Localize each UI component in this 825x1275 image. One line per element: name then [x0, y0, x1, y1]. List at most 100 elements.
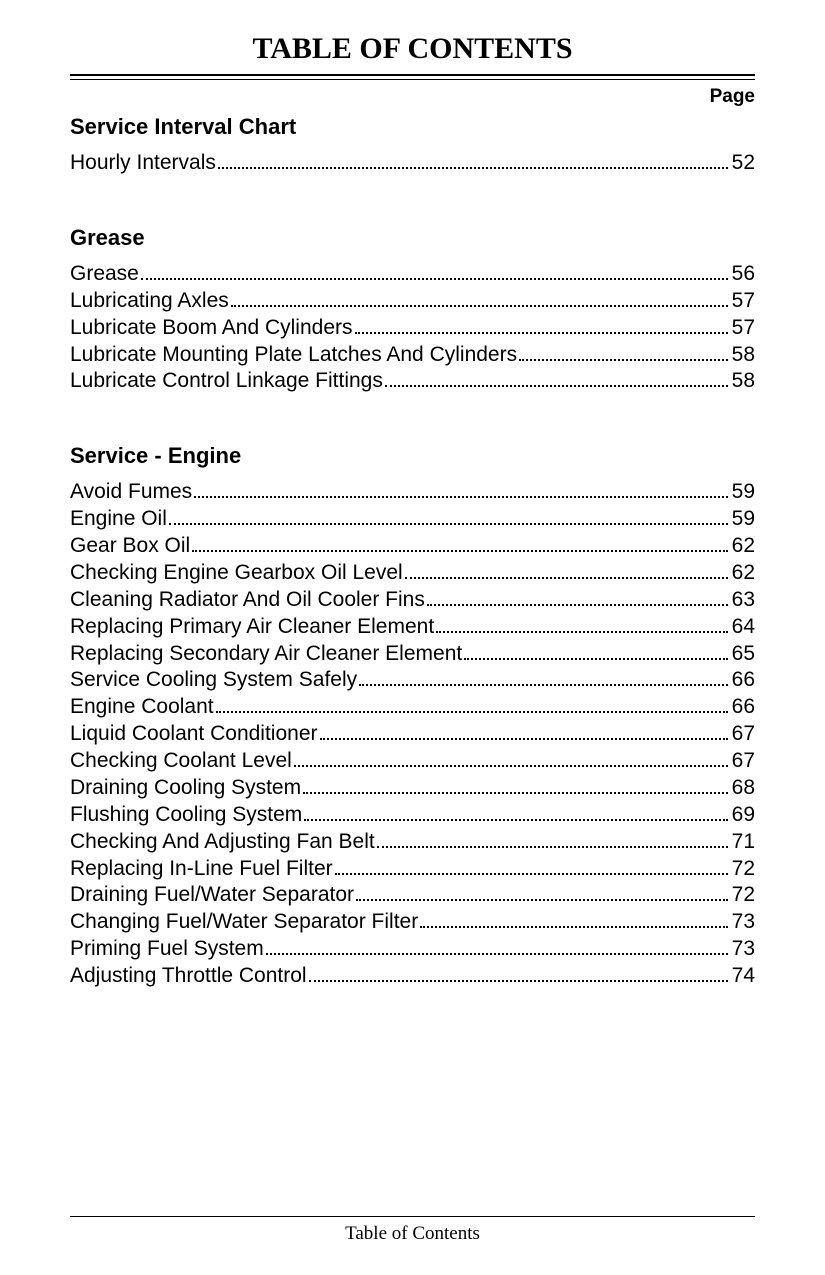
- toc-sections: Service Interval Chart Hourly Intervals 5…: [70, 110, 755, 990]
- toc-entry-label: Checking And Adjusting Fan Belt: [70, 829, 375, 856]
- toc-entry-label: Checking Engine Gearbox Oil Level: [70, 560, 403, 587]
- toc-entry-label: Liquid Coolant Conditioner: [70, 721, 318, 748]
- toc-entry-page: 67: [732, 721, 755, 748]
- toc-entry: Replacing In-Line Fuel Filter 72: [70, 856, 755, 883]
- toc-entry-label: Lubricate Mounting Plate Latches And Cyl…: [70, 342, 517, 369]
- toc-entry-page: 73: [732, 936, 755, 963]
- toc-entry: Hourly Intervals 52: [70, 150, 755, 177]
- toc-entry-label: Gear Box Oil: [70, 533, 190, 560]
- toc-leader-dots: [192, 534, 727, 552]
- page-title: TABLE OF CONTENTS: [70, 32, 755, 66]
- page-column-label: Page: [70, 86, 755, 108]
- toc-entry-label: Draining Fuel/Water Separator: [70, 882, 354, 909]
- toc-entry: Checking Engine Gearbox Oil Level 62: [70, 560, 755, 587]
- toc-entry: Priming Fuel System 73: [70, 936, 755, 963]
- toc-leader-dots: [294, 749, 728, 767]
- section-heading: Service - Engine: [70, 443, 755, 469]
- toc-entry-page: 62: [732, 533, 755, 560]
- toc-leader-dots: [356, 884, 728, 902]
- toc-entry: Lubricating Axles 57: [70, 288, 755, 315]
- toc-entry-page: 64: [732, 614, 755, 641]
- toc-entry-page: 66: [732, 667, 755, 694]
- toc-entry-label: Replacing In-Line Fuel Filter: [70, 856, 333, 883]
- toc-leader-dots: [304, 803, 727, 821]
- toc-entry-label: Priming Fuel System: [70, 936, 264, 963]
- toc-entry: Lubricate Control Linkage Fittings 58: [70, 368, 755, 395]
- toc-leader-dots: [266, 937, 728, 955]
- toc-entry-label: Engine Oil: [70, 506, 167, 533]
- toc-entry-label: Lubricate Control Linkage Fittings: [70, 368, 383, 395]
- toc-entry: Flushing Cooling System 69: [70, 802, 755, 829]
- toc-entry-page: 68: [732, 775, 755, 802]
- toc-entry: Draining Fuel/Water Separator 72: [70, 882, 755, 909]
- toc-entry-label: Service Cooling System Safely: [70, 667, 357, 694]
- toc-entry-page: 62: [732, 560, 755, 587]
- toc-entry: Engine Coolant 66: [70, 694, 755, 721]
- toc-entry-page: 57: [732, 315, 755, 342]
- section-gap: [70, 395, 755, 439]
- toc-entry-page: 73: [732, 909, 755, 936]
- toc-entry-label: Changing Fuel/Water Separator Filter: [70, 909, 418, 936]
- toc-leader-dots: [231, 289, 728, 307]
- section-heading: Grease: [70, 225, 755, 251]
- vertical-spacer: [70, 990, 755, 1216]
- toc-entry: Grease 56: [70, 261, 755, 288]
- toc-entry-page: 58: [732, 368, 755, 395]
- toc-entry-page: 71: [732, 829, 755, 856]
- toc-leader-dots: [169, 507, 728, 525]
- toc-entry-page: 52: [732, 150, 755, 177]
- toc-entry-page: 58: [732, 342, 755, 369]
- title-rule: [70, 74, 755, 80]
- toc-entry-label: Hourly Intervals: [70, 150, 216, 177]
- toc-entry-page: 72: [732, 882, 755, 909]
- section-heading: Service Interval Chart: [70, 114, 755, 140]
- toc-entry: Changing Fuel/Water Separator Filter 73: [70, 909, 755, 936]
- toc-entry-page: 66: [732, 694, 755, 721]
- toc-entry: Service Cooling System Safely 66: [70, 667, 755, 694]
- toc-entry-label: Lubricate Boom And Cylinders: [70, 315, 353, 342]
- toc-leader-dots: [385, 370, 728, 388]
- toc-entry: Checking Coolant Level 67: [70, 748, 755, 775]
- toc-leader-dots: [436, 615, 727, 633]
- toc-entry-page: 69: [732, 802, 755, 829]
- toc-entry: Gear Box Oil 62: [70, 533, 755, 560]
- toc-entry-label: Cleaning Radiator And Oil Cooler Fins: [70, 587, 425, 614]
- toc-leader-dots: [320, 722, 728, 740]
- footer-text: Table of Contents: [70, 1223, 755, 1245]
- toc-entry-label: Replacing Secondary Air Cleaner Element: [70, 641, 462, 668]
- toc-entry: Engine Oil 59: [70, 506, 755, 533]
- toc-entry: Draining Cooling System 68: [70, 775, 755, 802]
- toc-entry-label: Avoid Fumes: [70, 479, 192, 506]
- toc-entry-page: 59: [732, 479, 755, 506]
- toc-entry-label: Replacing Primary Air Cleaner Element: [70, 614, 434, 641]
- toc-entry-label: Draining Cooling System: [70, 775, 301, 802]
- toc-leader-dots: [216, 696, 728, 714]
- toc-entry-label: Flushing Cooling System: [70, 802, 302, 829]
- toc-leader-dots: [309, 964, 728, 982]
- toc-entry: Replacing Secondary Air Cleaner Element …: [70, 641, 755, 668]
- toc-entry: Lubricate Boom And Cylinders 57: [70, 315, 755, 342]
- toc-leader-dots: [427, 588, 728, 606]
- toc-leader-dots: [377, 830, 728, 848]
- toc-entry: Liquid Coolant Conditioner 67: [70, 721, 755, 748]
- toc-entry: Cleaning Radiator And Oil Cooler Fins 63: [70, 587, 755, 614]
- toc-entry-label: Grease: [70, 261, 139, 288]
- toc-entry-page: 65: [732, 641, 755, 668]
- toc-entry-label: Checking Coolant Level: [70, 748, 292, 775]
- toc-entry-page: 56: [732, 261, 755, 288]
- toc-leader-dots: [194, 481, 727, 499]
- toc-leader-dots: [464, 642, 727, 660]
- toc-entry-page: 74: [732, 963, 755, 990]
- toc-leader-dots: [405, 561, 728, 579]
- toc-leader-dots: [359, 669, 728, 687]
- toc-leader-dots: [218, 151, 728, 169]
- toc-entry: Checking And Adjusting Fan Belt 71: [70, 829, 755, 856]
- toc-leader-dots: [355, 316, 728, 334]
- toc-leader-dots: [519, 343, 728, 361]
- toc-entry-page: 63: [732, 587, 755, 614]
- toc-leader-dots: [420, 911, 727, 929]
- toc-leader-dots: [141, 262, 728, 280]
- footer-rule: [70, 1216, 755, 1217]
- page-container: TABLE OF CONTENTS Page Service Interval …: [0, 0, 825, 1275]
- toc-entry-label: Engine Coolant: [70, 694, 214, 721]
